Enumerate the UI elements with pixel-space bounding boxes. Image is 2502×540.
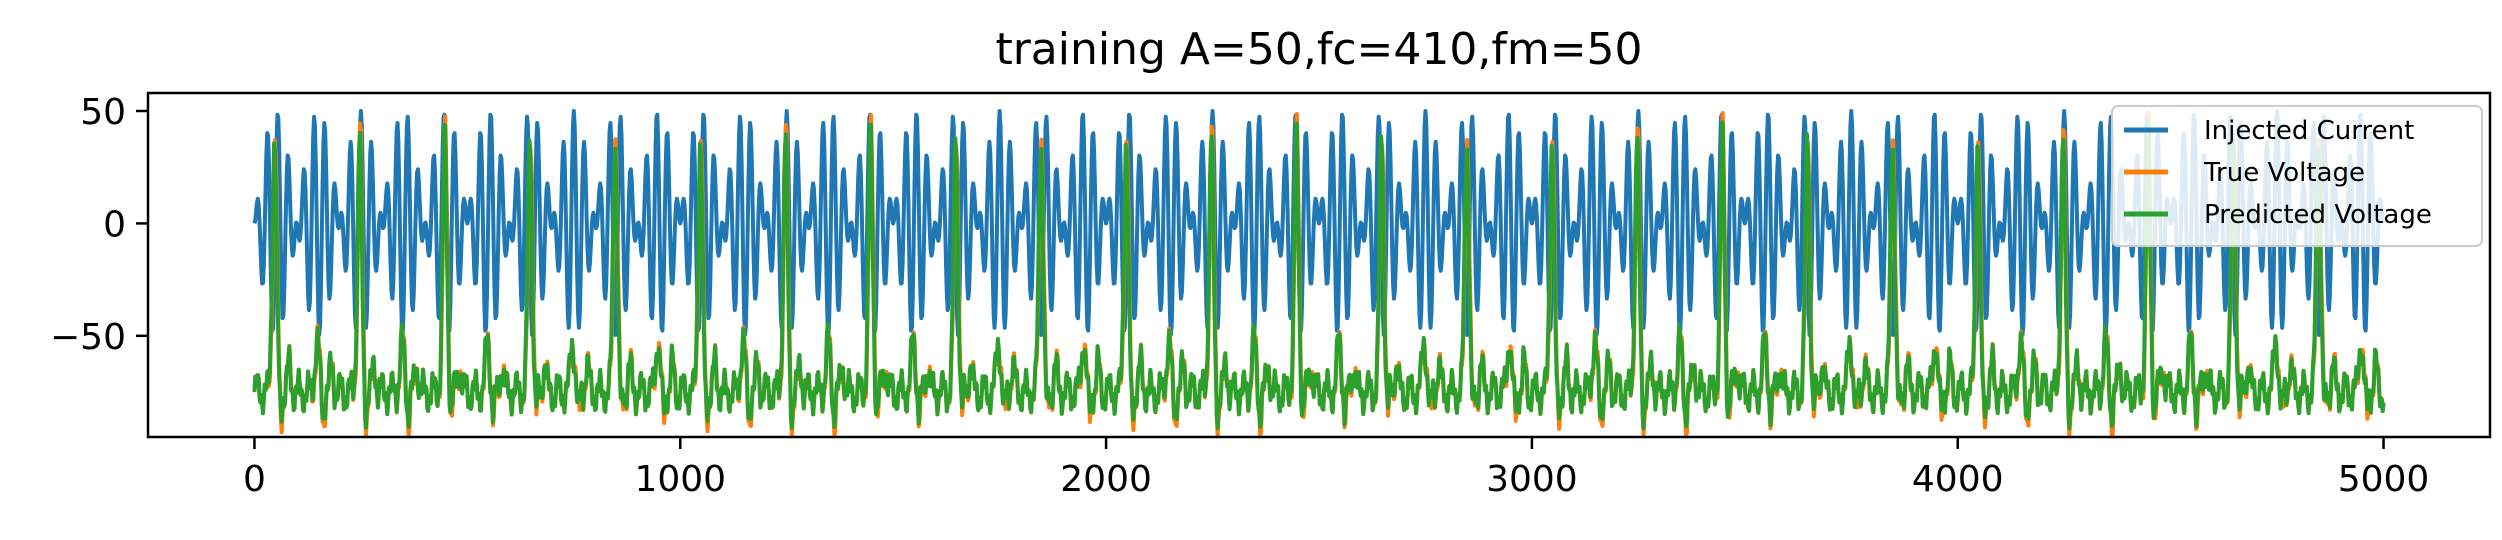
x-tick-label: 2000 — [1060, 459, 1152, 500]
x-tick-label: 1000 — [634, 459, 726, 500]
x-tick-label: 4000 — [1912, 459, 2004, 500]
legend-label: Injected Current — [2204, 116, 2414, 146]
legend-box — [2111, 105, 2483, 247]
y-axis: 50 0 −50 — [50, 92, 148, 358]
legend: Injected Current True Voltage Predicted Vo… — [2111, 105, 2483, 247]
y-tick-label: −50 — [50, 317, 126, 358]
x-axis: 0 1000 2000 3000 4000 5000 — [243, 437, 2429, 500]
y-tick-label: 0 — [103, 204, 126, 245]
series-line-injected-current — [252, 108, 2386, 337]
plot-frame — [146, 91, 2492, 439]
chart-title: training A=50,fc=410,fm=50 — [995, 24, 1642, 75]
series-layer — [252, 108, 2386, 437]
x-tick-label: 0 — [243, 459, 266, 500]
y-tick-label: 50 — [80, 92, 126, 133]
legend-label: True Voltage — [2203, 158, 2365, 188]
x-tick-label: 3000 — [1486, 459, 1578, 500]
x-tick-label: 5000 — [2338, 459, 2430, 500]
legend-label: Predicted Voltage — [2204, 200, 2432, 230]
series-line-predicted-voltage — [252, 119, 2386, 431]
